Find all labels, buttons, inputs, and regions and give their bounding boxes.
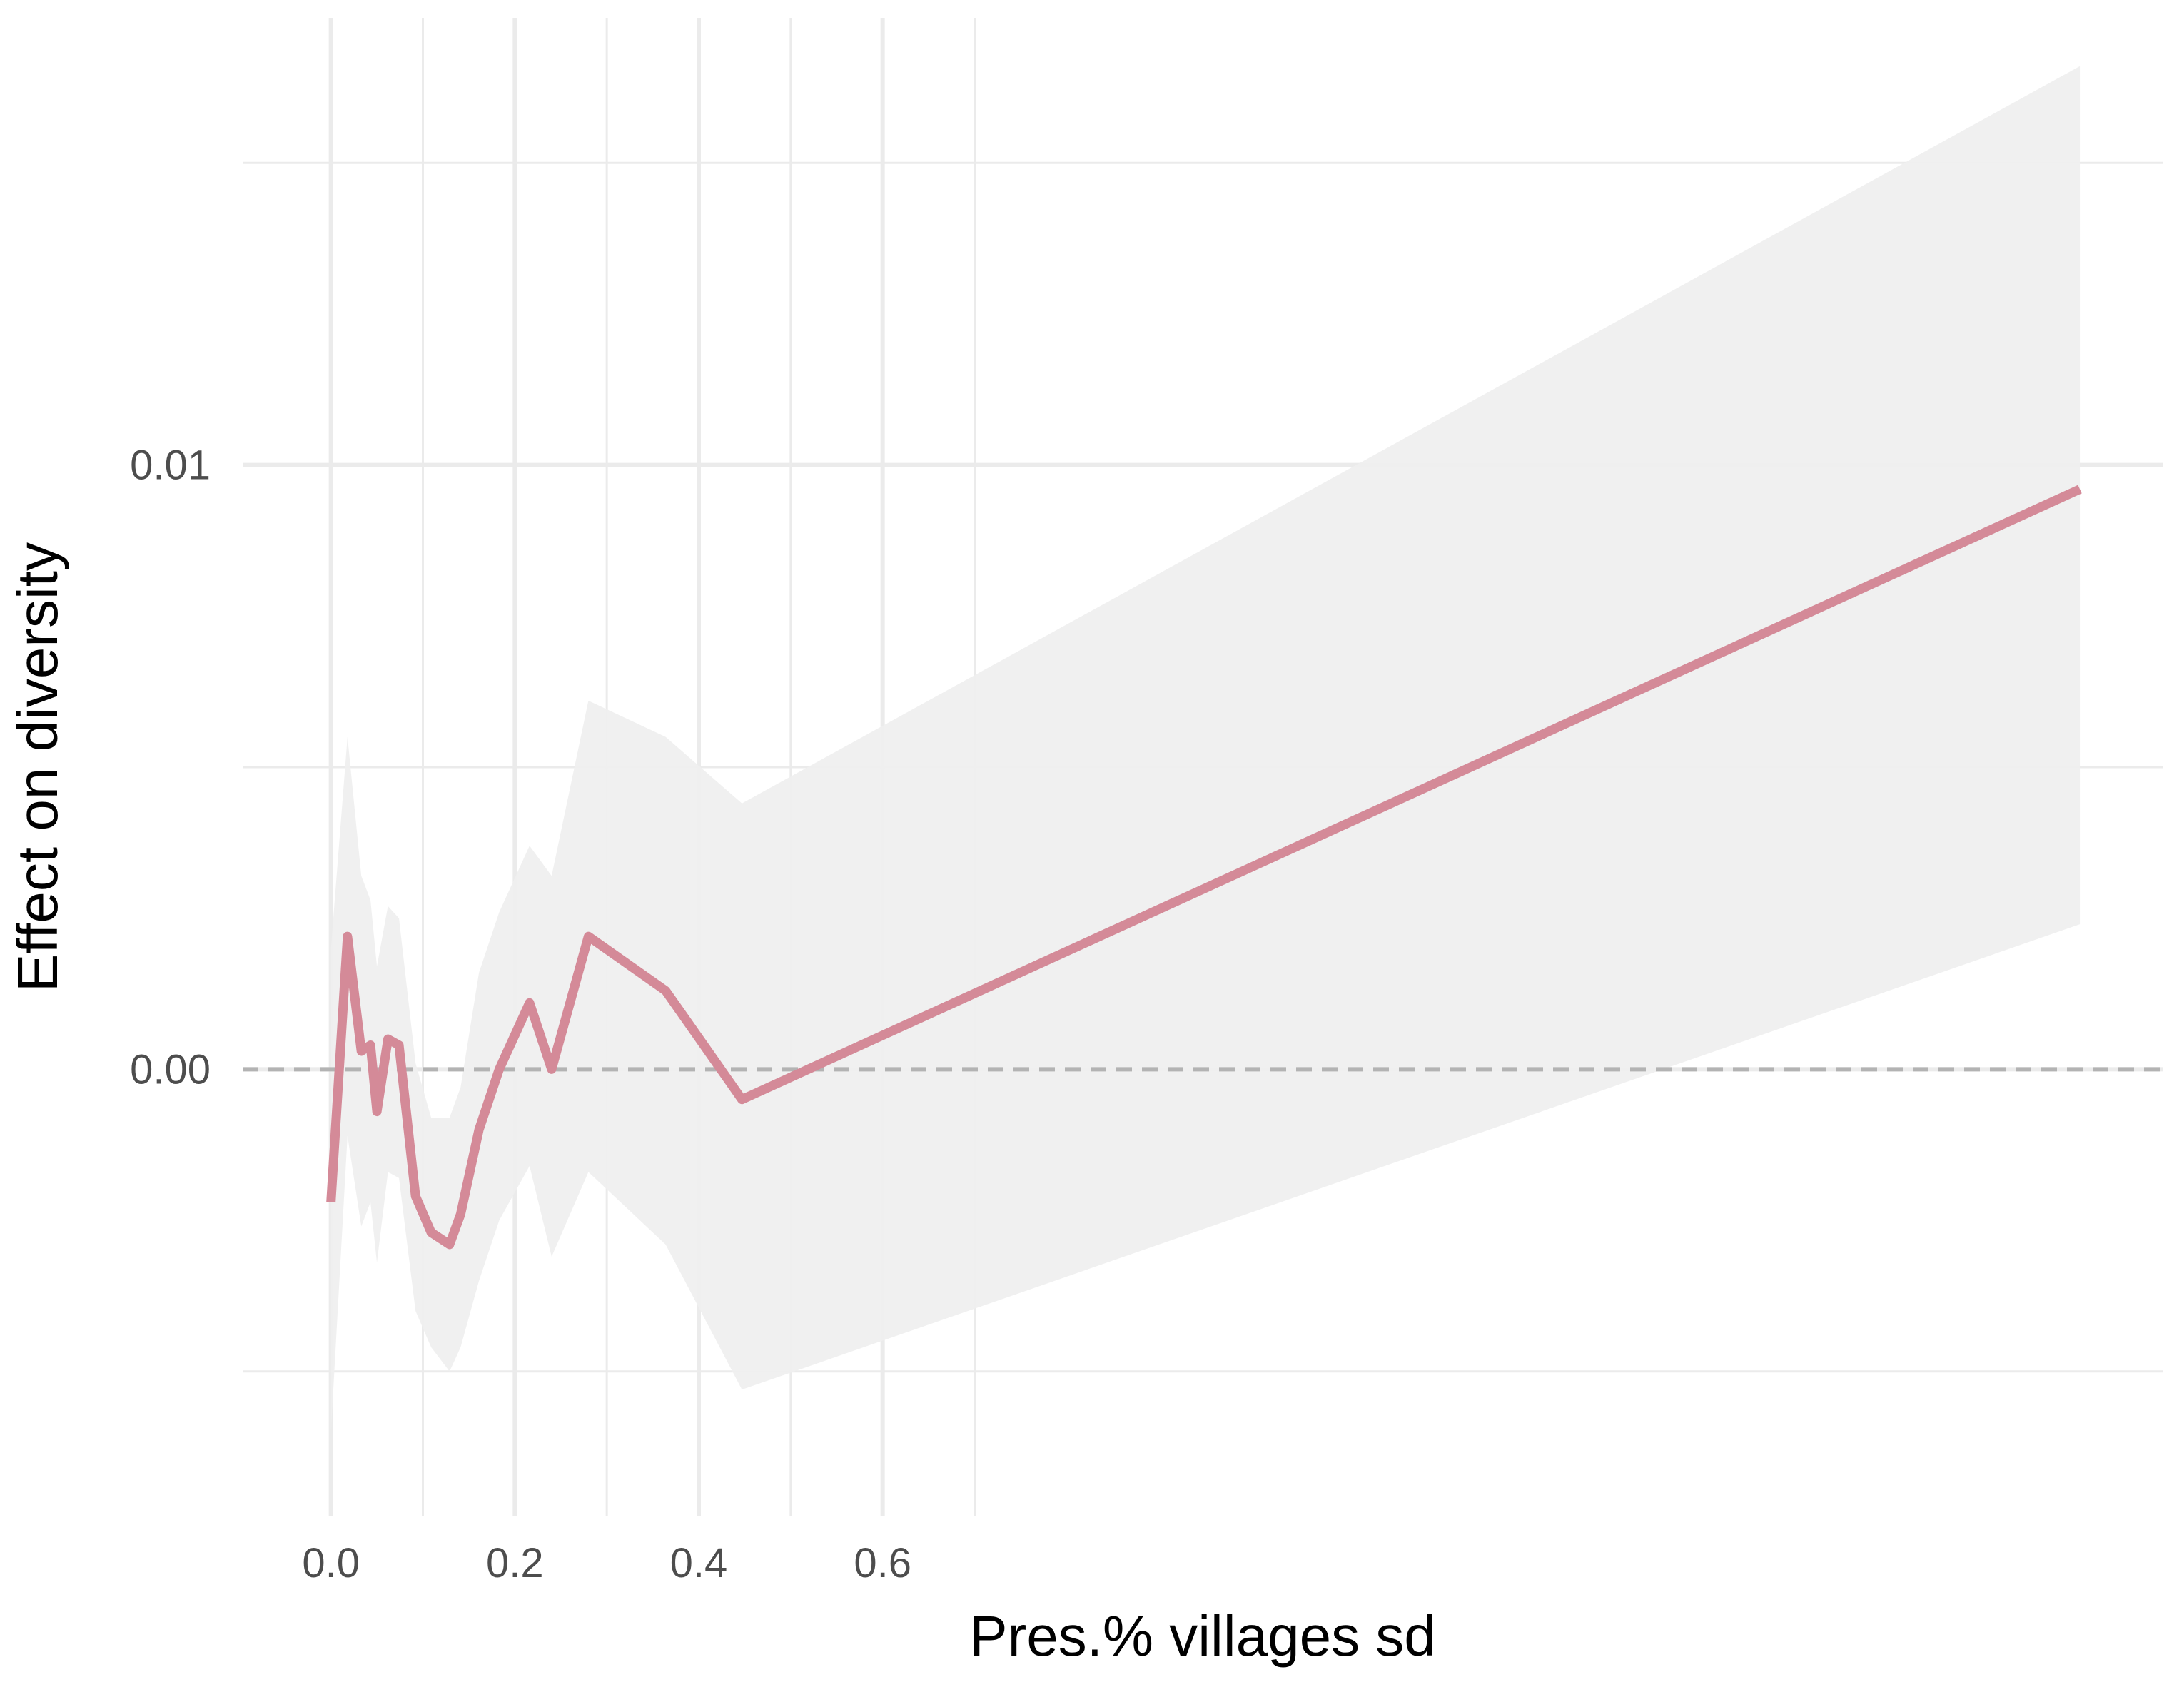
x-axis-title: Pres.% villages sd <box>969 1604 1436 1668</box>
x-tick-label: 0.4 <box>670 1540 728 1586</box>
effect-line-layer <box>326 485 2082 1250</box>
y-tick-label: 0.00 <box>130 1046 211 1093</box>
y-tick-label: 0.01 <box>130 442 211 489</box>
x-tick-label: 0.0 <box>302 1540 360 1586</box>
y-axis-title: Effect on diversity <box>6 542 69 992</box>
effect-line <box>326 485 2082 1250</box>
x-tick-label: 0.6 <box>854 1540 911 1586</box>
x-tick-label: 0.2 <box>486 1540 544 1586</box>
tick-label-layer: 0.0 0.2 0.4 0.6 0.00 0.01 <box>130 442 911 1586</box>
